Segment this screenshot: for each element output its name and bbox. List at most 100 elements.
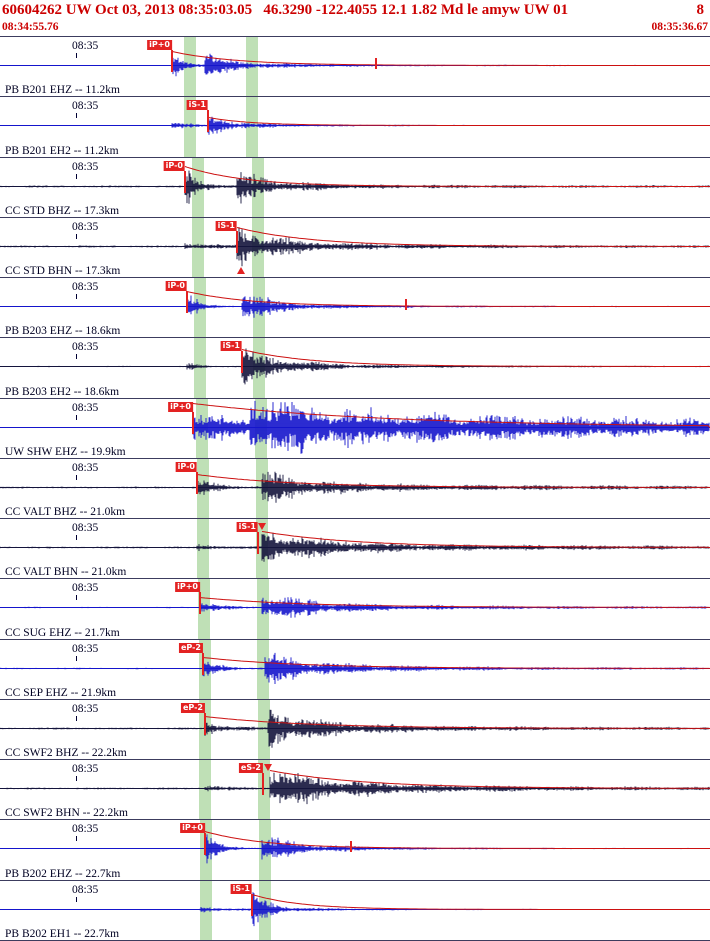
minute-label: 08:35 [72, 642, 99, 655]
minute-label: 08:35 [72, 702, 99, 715]
waveform-trace[interactable] [0, 579, 710, 638]
coda-duration-mark [405, 298, 407, 310]
station-label: PB B202 EH1 -- 22.7km [5, 927, 120, 940]
waveform-trace[interactable] [0, 158, 710, 217]
trace-row[interactable]: 08:35 eP-2 CC SWF2 BHZ -- 22.2km [0, 699, 710, 761]
phase-pick-flag[interactable]: iS-1 [230, 883, 252, 894]
trace-row[interactable]: 08:35 eP-2 CC SEP EHZ -- 21.9km [0, 639, 710, 700]
pick-down-triangle [258, 523, 266, 531]
coda-decay-envelope [204, 715, 710, 729]
pick-down-triangle [264, 764, 272, 772]
phase-pick-flag[interactable]: iP+0 [147, 40, 172, 50]
coda-decay-envelope [241, 349, 710, 368]
coda-decay-envelope [269, 770, 710, 789]
coda-decay-envelope [171, 51, 710, 66]
phase-pick-line [184, 170, 186, 193]
phase-pick-flag[interactable]: iP+0 [175, 582, 200, 593]
station-label: PB B203 EH2 -- 18.6km [5, 385, 120, 398]
minute-tick [76, 896, 77, 902]
phase-pick-flag[interactable]: iP-0 [175, 461, 197, 472]
trace-row[interactable]: 08:35 iS-1 PB B203 EH2 -- 18.6km [0, 338, 710, 399]
trace-row[interactable]: 08:35 eS-2 CC SWF2 BHN -- 22.2km [0, 760, 710, 821]
trace-row[interactable]: 08:35 iS-1 PB B202 EH1 -- 22.7km [0, 880, 710, 941]
phase-pick-line [202, 652, 204, 675]
waveform-trace[interactable] [0, 278, 710, 337]
trace-row[interactable]: 08:35 iS-1 CC STD BHN -- 17.3km [0, 217, 710, 279]
event-header: 60604262 UW Oct 03, 2013 08:35:03.05 46.… [0, 0, 710, 20]
station-label: CC SWF2 BHN -- 22.2km [5, 807, 128, 820]
phase-pick-line [251, 893, 253, 916]
minute-tick [76, 233, 77, 239]
station-label: PB B202 EHZ -- 22.7km [5, 867, 121, 880]
phase-pick-flag[interactable]: iS-1 [236, 522, 258, 533]
phase-pick-line [192, 411, 194, 434]
phase-pick-line [241, 351, 243, 374]
minute-label: 08:35 [72, 582, 99, 595]
waveform-trace[interactable] [0, 700, 710, 759]
s-arrival-band [258, 699, 270, 760]
phase-pick-flag[interactable]: eP-2 [178, 642, 203, 653]
phase-pick-line [204, 712, 206, 735]
phase-pick-line [171, 50, 173, 72]
station-label: CC VALT BHZ -- 21.0km [5, 506, 126, 519]
trace-row[interactable]: 08:35 iP-0 PB B203 EHZ -- 18.6km [0, 278, 710, 339]
station-label: CC VALT BHN -- 21.0km [5, 566, 127, 579]
waveform-trace[interactable] [0, 881, 710, 940]
station-label: PB B203 EHZ -- 18.6km [5, 325, 121, 338]
trace-list: 08:35 iP+0 PB B201 EHZ -- 11.2km 08:35 i… [0, 36, 710, 941]
phase-pick-flag[interactable]: iP+0 [180, 823, 205, 834]
minute-tick [76, 354, 77, 360]
trace-row[interactable]: 08:35 iP+0 UW SHW EHZ -- 19.9km [0, 398, 710, 459]
phase-pick-flag[interactable]: iP+0 [168, 401, 193, 412]
station-label: CC SUG EHZ -- 21.7km [5, 626, 120, 639]
waveform-trace[interactable] [0, 399, 710, 458]
waveform-trace[interactable] [0, 97, 710, 156]
minute-label: 08:35 [72, 160, 99, 173]
phase-pick-line [186, 291, 188, 314]
window-start-time: 08:34:55.76 [2, 21, 59, 33]
station-label: CC STD BHN -- 17.3km [5, 265, 121, 278]
coda-decay-envelope [261, 531, 710, 549]
phase-pick-flag[interactable]: iS-1 [186, 100, 208, 111]
trace-row[interactable]: 08:35 iS-1 CC VALT BHN -- 21.0km [0, 519, 710, 580]
phase-pick-line [204, 833, 206, 856]
minute-tick [76, 294, 77, 300]
waveform-trace[interactable] [0, 519, 710, 578]
waveform-trace[interactable] [0, 37, 710, 96]
minute-tick [76, 474, 77, 480]
phase-pick-flag[interactable]: iS-1 [220, 341, 242, 352]
waveform-trace[interactable] [0, 459, 710, 518]
phase-pick-flag[interactable]: iP-0 [165, 281, 187, 292]
trace-row[interactable]: 08:35 iS-1 PB B201 EH2 -- 11.2km [0, 97, 710, 158]
trace-row[interactable]: 08:35 iP+0 CC SUG EHZ -- 21.7km [0, 579, 710, 640]
minute-label: 08:35 [72, 401, 99, 414]
trace-row[interactable]: 08:35 iP+0 PB B202 EHZ -- 22.7km [0, 820, 710, 881]
waveform-trace[interactable] [0, 640, 710, 699]
phase-pick-flag[interactable]: iP-0 [163, 160, 185, 171]
phase-pick-flag[interactable]: iS-1 [215, 220, 237, 231]
event-summary: 60604262 UW Oct 03, 2013 08:35:03.05 46.… [2, 2, 569, 18]
minute-tick [76, 715, 77, 721]
minute-label: 08:35 [72, 763, 99, 776]
coda-decay-envelope [207, 117, 710, 127]
waveform-trace[interactable] [0, 820, 710, 879]
minute-tick [76, 595, 77, 601]
pick-up-triangle [237, 267, 245, 275]
phase-pick-flag[interactable]: eP-2 [180, 702, 205, 713]
window-end-time: 08:35:36.67 [651, 21, 708, 33]
phase-pick-line [207, 110, 209, 133]
phase-pick-line [196, 471, 198, 494]
trace-row[interactable]: 08:35 iP+0 PB B201 EHZ -- 11.2km [0, 37, 710, 98]
phase-pick-flag[interactable]: eS-2 [238, 763, 263, 774]
coda-decay-envelope [196, 473, 710, 488]
phase-pick-line [199, 592, 201, 615]
coda-decay-envelope [204, 831, 710, 850]
waveform-trace[interactable] [0, 760, 710, 819]
coda-decay-envelope [236, 226, 710, 247]
trace-row[interactable]: 08:35 iP-0 CC STD BHZ -- 17.3km [0, 157, 710, 218]
trace-row[interactable]: 08:35 iP-0 CC VALT BHZ -- 21.0km [0, 458, 710, 520]
minute-label: 08:35 [72, 341, 99, 354]
waveform-trace[interactable] [0, 338, 710, 397]
minute-label: 08:35 [72, 461, 99, 474]
station-label: PB B201 EHZ -- 11.2km [5, 84, 120, 97]
